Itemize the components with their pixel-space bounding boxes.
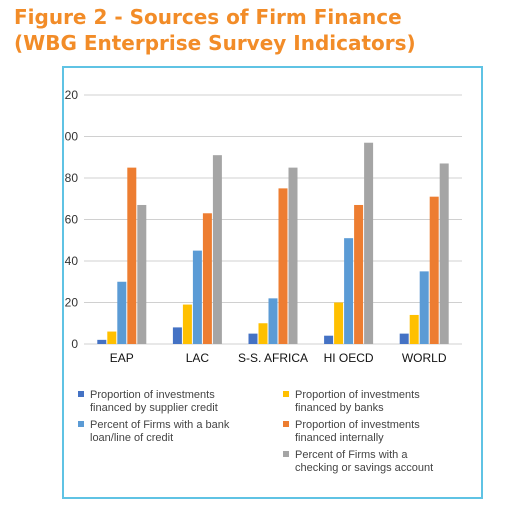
bar <box>182 304 192 344</box>
y-tick-label: 0 <box>71 337 78 351</box>
bar <box>429 196 439 344</box>
legend-swatch <box>283 421 289 427</box>
legend-label: Proportion of investments <box>90 389 215 401</box>
legend-label: checking or savings account <box>295 462 433 474</box>
legend-swatch <box>283 391 289 397</box>
bar <box>409 314 419 344</box>
legend-swatch <box>78 391 84 397</box>
bar <box>202 213 212 344</box>
y-tick-label: 60 <box>65 213 79 227</box>
legend-label: Percent of Firms with a bank <box>90 419 230 431</box>
y-tick-label: 80 <box>65 171 79 185</box>
bar <box>344 238 354 344</box>
legend-label: financed by banks <box>295 402 384 414</box>
x-category-label: LAC <box>186 351 210 365</box>
bar <box>278 188 288 344</box>
figure-title-line-1: Figure 2 - Sources of Firm Finance <box>14 5 402 29</box>
y-tick-label: 20 <box>65 296 79 310</box>
bar <box>288 167 298 344</box>
legend-label: financed by supplier credit <box>90 402 218 414</box>
bar <box>137 204 147 344</box>
legend-label: loan/line of credit <box>90 432 173 444</box>
bar <box>117 281 127 344</box>
legend-swatch <box>78 421 84 427</box>
bar <box>248 333 258 344</box>
bar <box>324 335 334 344</box>
figure-title: Figure 2 - Sources of Firm Finance (WBG … <box>14 4 504 56</box>
figure-title-line-2: (WBG Enterprise Survey Indicators) <box>14 31 416 55</box>
bar-chart: 0 20 40 60 80 100 120 EAP LAC S-S. AFRICA HI OECD W… <box>64 88 462 474</box>
bar <box>334 302 344 344</box>
legend-label: financed internally <box>295 432 384 444</box>
legend-label: Percent of Firms with a <box>295 449 408 461</box>
x-category-label: S-S. AFRICA <box>238 351 308 365</box>
y-tick-label: 100 <box>64 130 78 144</box>
legend-swatch <box>283 451 289 457</box>
bar <box>439 163 449 344</box>
bar <box>268 298 278 344</box>
y-tick-label: 40 <box>65 254 79 268</box>
bar <box>97 339 107 344</box>
bar <box>192 250 202 344</box>
y-tick-label: 120 <box>64 88 78 102</box>
bar <box>212 155 222 344</box>
bar <box>258 323 268 344</box>
legend-label: Proportion of investments <box>295 389 420 401</box>
bar <box>399 333 409 344</box>
x-category-label: HI OECD <box>324 351 374 365</box>
bar <box>127 167 137 344</box>
x-category-label: EAP <box>110 351 134 365</box>
bar <box>107 331 117 344</box>
bar <box>172 327 182 344</box>
chart-frame: 0 20 40 60 80 100 120 EAP LAC S-S. AFRICA HI OECD W… <box>62 66 483 499</box>
legend-label: Proportion of investments <box>295 419 420 431</box>
bar <box>364 142 374 344</box>
x-category-label: WORLD <box>402 351 447 365</box>
bar <box>354 204 364 344</box>
bar <box>419 271 429 344</box>
